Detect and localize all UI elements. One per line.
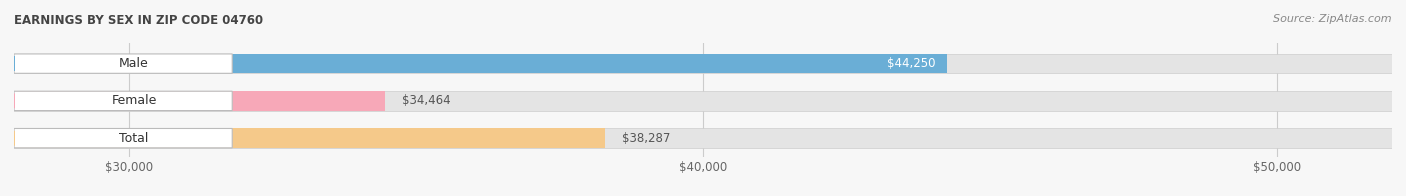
Text: Female: Female xyxy=(111,94,156,107)
FancyBboxPatch shape xyxy=(14,91,232,111)
Text: $44,250: $44,250 xyxy=(887,57,935,70)
Text: EARNINGS BY SEX IN ZIP CODE 04760: EARNINGS BY SEX IN ZIP CODE 04760 xyxy=(14,14,263,27)
FancyBboxPatch shape xyxy=(14,128,232,148)
Text: $38,287: $38,287 xyxy=(621,132,671,145)
Text: Male: Male xyxy=(120,57,149,70)
Bar xyxy=(14,91,1392,111)
Text: Total: Total xyxy=(120,132,149,145)
Bar xyxy=(14,128,605,148)
Text: Source: ZipAtlas.com: Source: ZipAtlas.com xyxy=(1274,14,1392,24)
Bar xyxy=(14,91,385,111)
Text: $34,464: $34,464 xyxy=(402,94,451,107)
Bar xyxy=(14,128,1392,148)
Bar xyxy=(14,54,1392,73)
Bar xyxy=(14,54,948,73)
FancyBboxPatch shape xyxy=(14,54,232,73)
